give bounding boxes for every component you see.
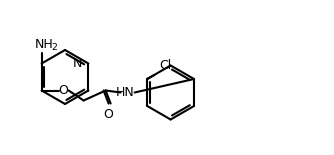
Text: NH: NH <box>35 38 54 51</box>
Text: Cl: Cl <box>159 59 171 72</box>
Text: N: N <box>73 57 82 70</box>
Text: O: O <box>104 108 114 122</box>
Text: O: O <box>59 84 68 97</box>
Text: HN: HN <box>116 86 135 99</box>
Text: 2: 2 <box>52 42 57 51</box>
